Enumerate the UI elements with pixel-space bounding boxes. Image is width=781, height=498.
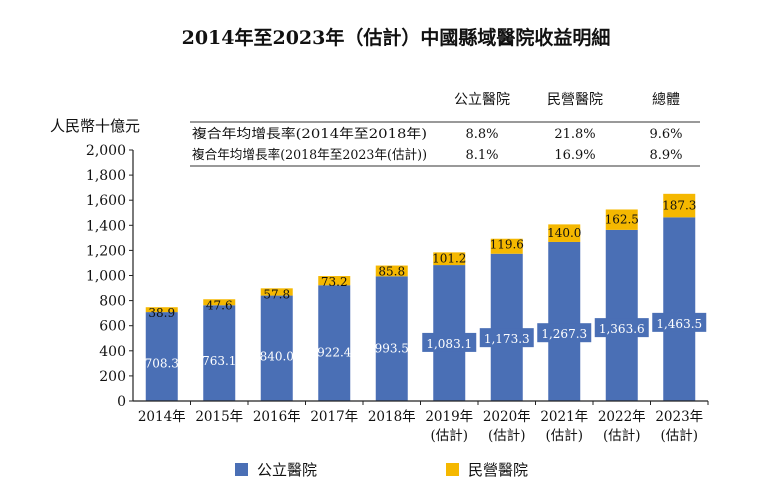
value-label-box bbox=[422, 332, 477, 352]
y-tick-label: 1,200 bbox=[86, 243, 126, 259]
bar-public-hospital bbox=[490, 253, 523, 401]
legend-swatch bbox=[446, 463, 459, 476]
x-tick-sublabel: (估計) bbox=[488, 428, 526, 444]
bar-private-hospital bbox=[605, 209, 638, 230]
value-label-private: 140.0 bbox=[547, 226, 581, 240]
y-axis-label: 人民幣十億元 bbox=[50, 117, 140, 135]
x-tick-label: 2023年 bbox=[655, 409, 703, 425]
bar-public-hospital bbox=[145, 312, 178, 401]
y-tick-label: 2,000 bbox=[86, 143, 126, 159]
table-cell: 8.8% bbox=[465, 127, 498, 142]
y-axis: 0 200 400 600 800 1,000 1,200 1,400 1,600 1,800 2,… bbox=[86, 143, 134, 410]
value-label-private: 101.2 bbox=[432, 251, 466, 265]
value-label-private: 187.3 bbox=[662, 199, 696, 213]
y-tick-label: 1,600 bbox=[86, 193, 126, 209]
value-label-public: 763.1 bbox=[202, 354, 236, 368]
value-label-public: 840.0 bbox=[260, 350, 294, 364]
x-tick-sublabel: (估計) bbox=[430, 428, 468, 444]
value-label-private: 57.8 bbox=[263, 287, 290, 301]
bar-private-hospital bbox=[260, 288, 293, 296]
value-label-public: 1,173.3 bbox=[484, 332, 530, 346]
x-tick-label: 2017年 bbox=[310, 409, 358, 425]
table-cell: 8.1% bbox=[465, 148, 498, 163]
x-axis: 2014年 2015年 2016年 2017年 2018年 2019年 (估計) 2020年 (… bbox=[133, 400, 709, 444]
table-header: 公立醫院 bbox=[454, 92, 510, 108]
bar-public-hospital bbox=[375, 276, 408, 401]
table-row-label: 複合年均增長率(2018年至2023年(估計)) bbox=[192, 147, 427, 163]
x-tick-label: 2021年 bbox=[540, 409, 588, 425]
x-tick-label: 2019年 bbox=[425, 409, 473, 425]
bar-public-hospital bbox=[318, 285, 351, 401]
bar-public-hospital bbox=[203, 305, 236, 401]
value-label-private: 162.5 bbox=[605, 213, 639, 227]
y-tick-label: 400 bbox=[99, 344, 126, 360]
bar-private-hospital bbox=[490, 238, 523, 254]
table-cell: 9.6% bbox=[649, 127, 682, 142]
y-tick-label: 1,000 bbox=[86, 269, 126, 285]
x-tick-label: 2014年 bbox=[138, 409, 186, 425]
x-tick-sublabel: (估計) bbox=[603, 428, 641, 444]
bar-private-hospital bbox=[203, 299, 236, 306]
bar-private-hospital bbox=[318, 276, 351, 286]
value-label-public: 1,363.6 bbox=[599, 322, 645, 336]
bar-public-hospital bbox=[260, 295, 293, 401]
x-tick-label: 2015年 bbox=[195, 409, 243, 425]
y-tick-label: 800 bbox=[99, 294, 126, 310]
bar-private-hospital bbox=[548, 224, 581, 242]
bar-private-hospital bbox=[145, 307, 178, 313]
bar-private-hospital bbox=[663, 193, 696, 218]
value-label-private: 38.9 bbox=[148, 306, 175, 320]
value-label-public: 1,463.5 bbox=[656, 317, 702, 331]
x-tick-label: 2018年 bbox=[368, 409, 416, 425]
table-row-label: 複合年均增長率(2014年至2018年) bbox=[192, 126, 427, 142]
table-header: 民營醫院 bbox=[547, 92, 603, 108]
y-tick-label: 600 bbox=[99, 319, 126, 335]
value-label-public: 993.5 bbox=[375, 342, 409, 356]
x-tick-label: 2020年 bbox=[483, 409, 531, 425]
legend-label: 民營醫院 bbox=[468, 461, 528, 479]
legend: 公立醫院 民營醫院 bbox=[235, 461, 528, 479]
y-tick-label: 1,800 bbox=[86, 168, 126, 184]
value-label-public: 922.4 bbox=[317, 345, 352, 359]
bar-public-hospital bbox=[605, 229, 638, 401]
chart-title: 2014年至2023年（估計）中國縣域醫院收益明細 bbox=[182, 26, 611, 49]
value-label-box bbox=[652, 312, 707, 332]
table-header: 總體 bbox=[652, 91, 680, 108]
value-label-box bbox=[537, 323, 592, 343]
value-label-public: 1,083.1 bbox=[426, 337, 472, 351]
value-label-box bbox=[479, 328, 534, 348]
value-label-private: 119.6 bbox=[490, 238, 524, 252]
bar-public-hospital bbox=[663, 217, 696, 401]
value-label-box bbox=[594, 318, 649, 338]
x-tick-sublabel: (估計) bbox=[545, 428, 583, 444]
y-tick-label: 200 bbox=[99, 369, 126, 385]
y-tick-label: 0 bbox=[117, 394, 126, 410]
table-cell: 8.9% bbox=[649, 148, 682, 163]
table-cell: 21.8% bbox=[554, 127, 595, 142]
value-label-public: 708.3 bbox=[145, 357, 179, 371]
value-label-public: 1,267.3 bbox=[541, 327, 587, 341]
bars: 708.3 38.9 763.1 47.6 840.0 57.8 922.4 73.2 993.… bbox=[145, 193, 707, 401]
legend-swatch bbox=[235, 463, 248, 476]
bar-private-hospital bbox=[375, 265, 408, 277]
value-label-private: 47.6 bbox=[206, 298, 233, 312]
value-label-private: 85.8 bbox=[378, 265, 405, 279]
legend-label: 公立醫院 bbox=[257, 461, 317, 479]
x-tick-label: 2016年 bbox=[253, 409, 301, 425]
bar-private-hospital bbox=[433, 252, 466, 266]
y-tick-label: 1,400 bbox=[86, 218, 126, 234]
bar-public-hospital bbox=[548, 241, 581, 401]
value-label-private: 73.2 bbox=[321, 275, 348, 289]
x-tick-label: 2022年 bbox=[598, 409, 646, 425]
x-tick-sublabel: (估計) bbox=[660, 428, 698, 444]
table-cell: 16.9% bbox=[554, 148, 595, 163]
